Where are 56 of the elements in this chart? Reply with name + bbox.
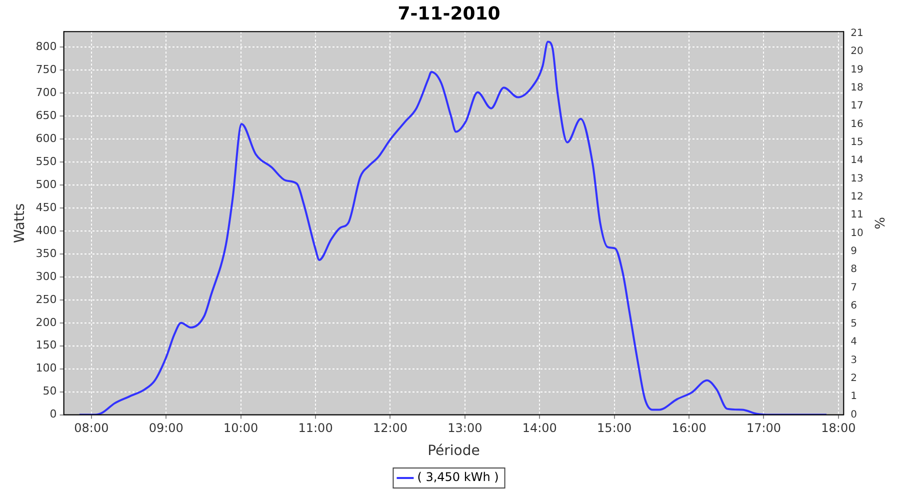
line-series (78, 40, 828, 415)
y2-tick-label: 13 (850, 173, 864, 184)
y2-tick-label: 7 (850, 282, 858, 294)
y2-tick-label: 18 (850, 82, 864, 94)
y2-tick-label: 9 (850, 246, 858, 257)
y-tick-label: 800 (36, 40, 57, 54)
y-tick-label: 400 (36, 224, 57, 237)
y-tick-label: 750 (36, 63, 57, 76)
x-tick-label: 08:00 (74, 421, 109, 436)
x-tick-label: 18:00 (821, 421, 856, 436)
y2-tick-label: 10 (850, 228, 864, 239)
y2-tick-label: 1 (850, 391, 858, 402)
y2-tick-label: 12 (850, 191, 864, 202)
y2-tick-label: 8 (850, 264, 858, 276)
y2-tick-label: 14 (850, 155, 864, 166)
y-tick-label: 300 (36, 270, 57, 283)
x-tick-label: 09:00 (148, 421, 184, 436)
y-tick-label: 0 (50, 408, 57, 421)
y2-tick-label: 19 (850, 64, 864, 76)
y2-tick-label: 6 (850, 300, 858, 312)
y2-tick-label: 11 (850, 210, 864, 221)
legend-label: ( 3,450 kWh ) (417, 470, 499, 484)
y-tick-label: 600 (36, 132, 57, 145)
y-tick-label: 500 (36, 178, 57, 191)
y2-tick-label: 17 (850, 100, 864, 112)
x-tick-label: 16:00 (672, 421, 706, 436)
x-tick-label: 13:00 (448, 421, 482, 436)
y-axis-title: Watts (12, 203, 28, 244)
y-tick-label: 450 (36, 200, 57, 214)
y-tick-label: 150 (36, 338, 57, 352)
y2-tick-label: 3 (850, 354, 858, 366)
y-tick-label: 700 (36, 86, 57, 100)
y2-tick-label: 20 (850, 46, 864, 58)
x-tick-label: 10:00 (224, 421, 258, 436)
y2-axis-title: % (870, 217, 886, 230)
x-tick-label: 11:00 (298, 421, 333, 436)
y-tick-label: 550 (36, 154, 57, 168)
y2-tick-label: 5 (850, 318, 858, 330)
y-tick-label: 50 (42, 384, 57, 398)
x-tick-label: 15:00 (597, 421, 632, 436)
y-tick-label: 250 (36, 292, 57, 306)
x-axis-title: Période (428, 443, 480, 460)
y-tick-label: 100 (36, 362, 57, 375)
x-tick-label: 17:00 (746, 421, 782, 436)
y2-tick-label: 15 (850, 136, 864, 148)
y2-tick-label: 16 (850, 118, 864, 130)
chart-title: 7-11-2010 (398, 3, 500, 24)
y2-tick-label: 0 (850, 409, 858, 420)
y-tick-label: 650 (36, 109, 57, 122)
x-tick-label: 14:00 (522, 421, 557, 436)
x-tick-label: 12:00 (372, 421, 408, 436)
y2-tick-label: 21 (850, 28, 864, 40)
y-tick-label: 200 (36, 316, 57, 329)
y2-tick-label: 4 (850, 336, 858, 348)
y2-tick-label: 2 (850, 373, 858, 384)
y-tick-label: 350 (36, 246, 57, 260)
